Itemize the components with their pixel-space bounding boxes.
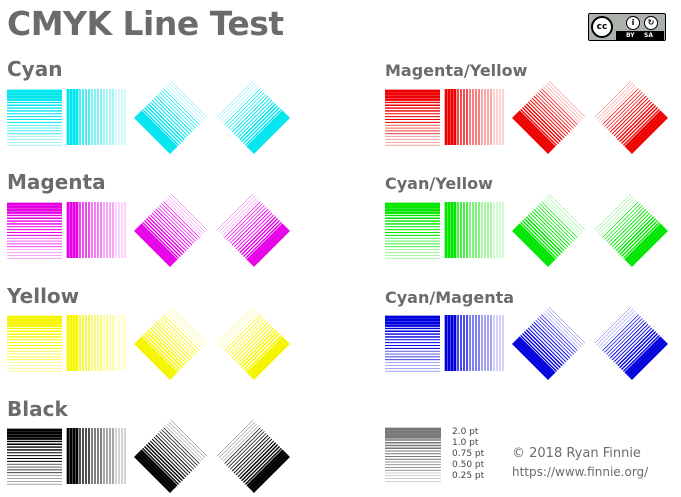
cc-sa-text: SA: [644, 32, 653, 39]
line-pattern-yellow: [7, 306, 290, 380]
line-pattern-cyan-yellow: [385, 193, 668, 267]
by-attribution-icon: i: [626, 16, 640, 30]
line-pattern-black: [7, 419, 290, 493]
section-title-black: Black: [7, 397, 68, 421]
section-title-magenta: Magenta: [7, 170, 106, 194]
weight-label-025pt: 0.25 pt: [452, 471, 485, 481]
section-title-yellow: Yellow: [7, 284, 80, 308]
section-title-cyan: Cyan: [7, 57, 63, 81]
line-pattern-magenta: [7, 193, 290, 267]
weight-label-2pt: 2.0 pt: [452, 427, 479, 437]
section-title-cyan-magenta: Cyan/Magenta: [385, 288, 515, 307]
line-pattern-cyan-magenta: [385, 306, 668, 380]
weight-label-050pt: 0.50 pt: [452, 460, 485, 470]
cc-strip: BY SA: [616, 31, 664, 40]
sa-share-alike-icon: ↻: [644, 16, 658, 30]
weight-label-075pt: 0.75 pt: [452, 449, 485, 459]
section-title-magenta-yellow: Magenta/Yellow: [385, 61, 528, 80]
credit-url: https://www.finnie.org/: [512, 465, 649, 479]
cc-by-sa-icon: cc i ↻ BY SA: [588, 13, 666, 41]
line-pattern-cyan: [7, 80, 290, 154]
line-pattern-magenta-yellow: [385, 80, 668, 154]
copyright-text: © 2018 Ryan Finnie: [512, 446, 641, 461]
section-title-cyan-yellow: Cyan/Yellow: [385, 174, 493, 193]
cc-logo-icon: cc: [591, 16, 613, 38]
line-weight-scale: [385, 427, 441, 482]
cc-by-text: BY: [626, 32, 635, 39]
page-title: CMYK Line Test: [7, 4, 284, 43]
weight-label-1pt: 1.0 pt: [452, 438, 479, 448]
